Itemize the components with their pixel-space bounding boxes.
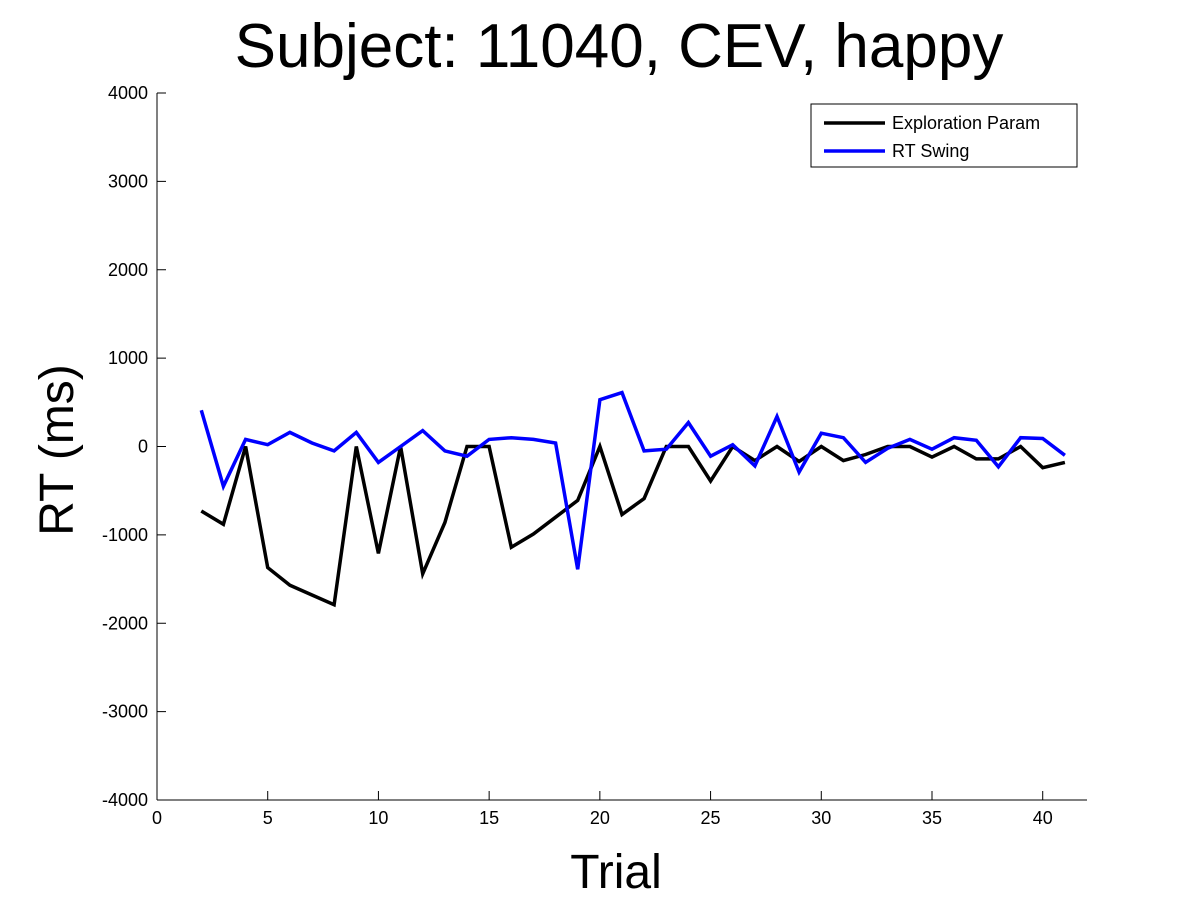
legend-label: RT Swing: [892, 141, 969, 161]
x-tick-label: 0: [152, 808, 162, 828]
y-tick-label: 4000: [108, 83, 148, 103]
plot-area: -4000 -3000 -2000 -1000 0 1000 2000 3000 4000 0 5 1…: [102, 83, 1087, 828]
series-line-1: [199, 390, 1066, 570]
x-tick-label: 25: [701, 808, 721, 828]
legend-box: [810, 103, 1078, 168]
x-tick-label: 30: [811, 808, 831, 828]
x-tick-label: 20: [590, 808, 610, 828]
y-tick-label: 0: [138, 437, 148, 457]
y-tick-label: -4000: [102, 790, 148, 810]
y-tick-label: -2000: [102, 613, 148, 633]
legend: Exploration Param RT Swing: [810, 103, 1078, 168]
series-line-0: [200, 441, 1066, 608]
y-tick-label: 3000: [108, 171, 148, 191]
x-tick-label: 15: [479, 808, 499, 828]
y-tick-label: 1000: [108, 348, 148, 368]
x-tick-label: 10: [368, 808, 388, 828]
x-tick-label: 5: [263, 808, 273, 828]
legend-label: Exploration Param: [892, 113, 1040, 133]
y-tick-label: 2000: [108, 260, 148, 280]
chart-title: Subject: 11040, CEV, happy: [235, 12, 1004, 81]
y-tick-label: -3000: [102, 702, 148, 722]
y-axis-label: RT (ms): [31, 364, 84, 536]
x-tick-label: 35: [922, 808, 942, 828]
x-tick-label: 40: [1033, 808, 1053, 828]
y-tick-label: -1000: [102, 525, 148, 545]
x-axis-label: Trial: [570, 846, 662, 899]
